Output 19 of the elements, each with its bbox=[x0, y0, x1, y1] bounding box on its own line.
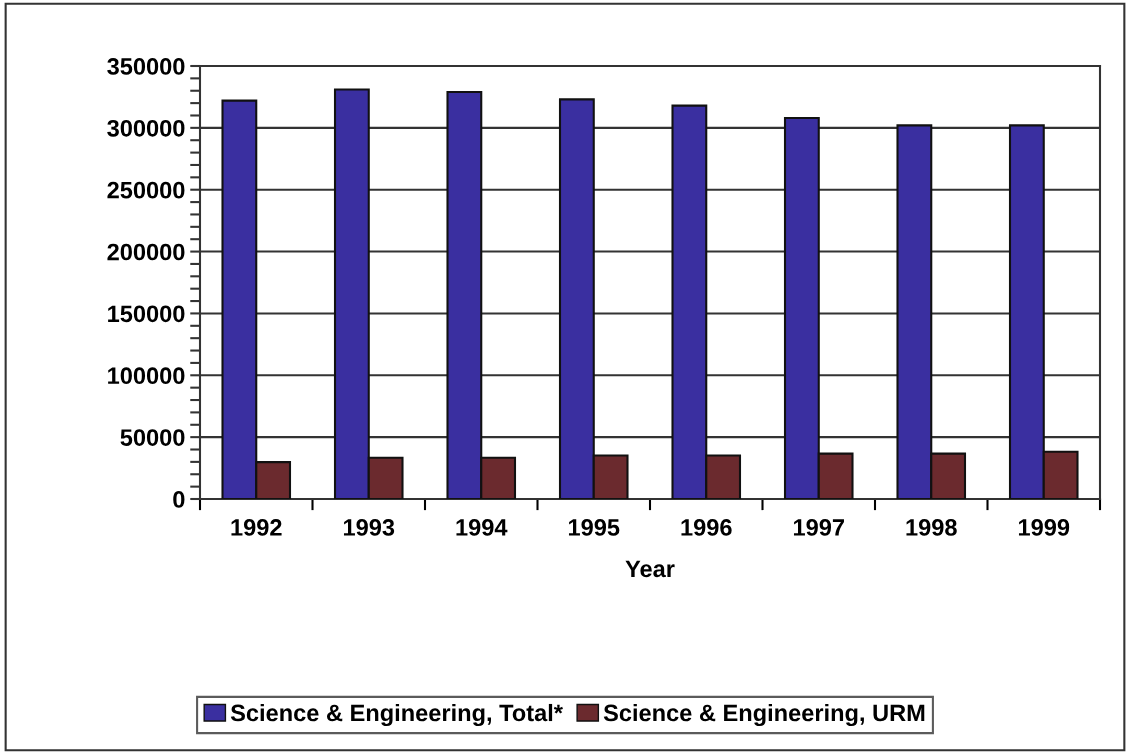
x-tick-label: 1996 bbox=[681, 519, 732, 536]
x-tick-label: 1993 bbox=[343, 519, 395, 536]
y-tick-label: 0 bbox=[173, 491, 185, 508]
x-tick-label: 1998 bbox=[906, 519, 957, 536]
y-tick-label: 300000 bbox=[107, 119, 185, 137]
legend-label: Science & Engineering, Total* bbox=[230, 703, 563, 727]
x-axis-title: Year bbox=[625, 560, 675, 578]
x-tick-label: 1994 bbox=[456, 519, 508, 536]
x-tick-label: 1995 bbox=[568, 519, 620, 536]
y-tick-label: 200000 bbox=[107, 243, 185, 261]
y-tick-label: 250000 bbox=[107, 181, 185, 199]
x-tick-label: 1997 bbox=[793, 519, 844, 536]
x-tick-label: 1992 bbox=[231, 519, 282, 536]
y-tick-label: 150000 bbox=[108, 305, 185, 323]
y-tick-label: 350000 bbox=[107, 58, 185, 75]
x-tick-label: 1999 bbox=[1018, 519, 1070, 536]
legend-label: Science & Engineering, URM bbox=[603, 703, 925, 727]
y-tick-label: 50000 bbox=[120, 429, 185, 446]
y-tick-label: 100000 bbox=[108, 367, 185, 385]
